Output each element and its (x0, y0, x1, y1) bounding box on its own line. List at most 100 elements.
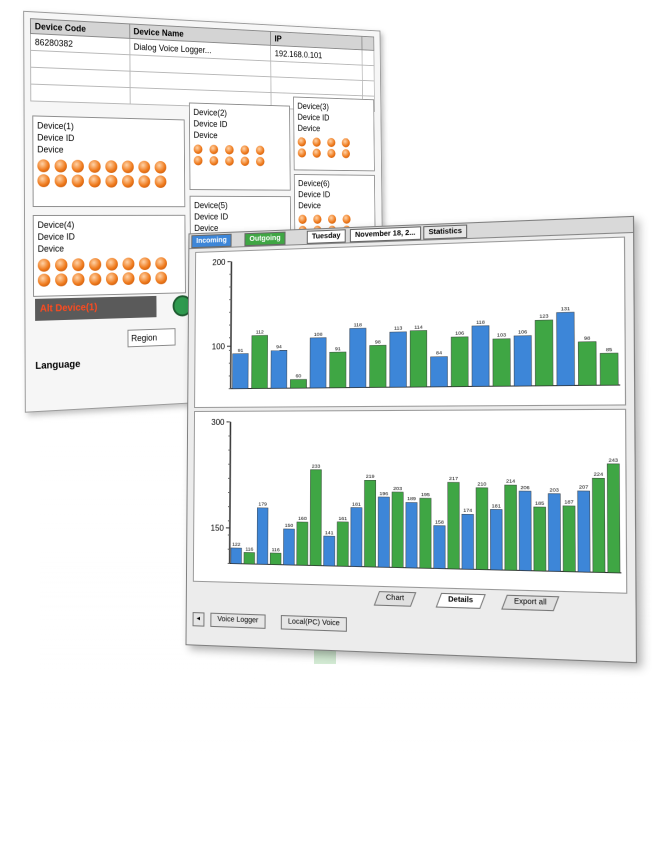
bar[interactable] (563, 506, 575, 572)
bar-value-label: 224 (594, 472, 604, 479)
channel-led-icon (138, 161, 150, 174)
bar[interactable] (434, 526, 446, 569)
bar[interactable] (330, 352, 346, 388)
region-select[interactable]: Region (127, 328, 175, 347)
bar-value-label: 94 (276, 344, 282, 350)
channel-led-icon (327, 149, 335, 158)
bar[interactable] (490, 509, 502, 570)
channel-led-icon (72, 258, 84, 271)
status-tab-local-voice[interactable]: Local(PC) Voice (281, 615, 347, 632)
channel-led-icon (139, 272, 151, 285)
tab-date[interactable]: November 18, 2... (350, 226, 421, 242)
col-extra[interactable] (362, 36, 374, 50)
bar[interactable] (535, 320, 553, 386)
table-cell (362, 80, 374, 96)
bar[interactable] (350, 328, 367, 387)
bar-value-label: 207 (579, 484, 589, 491)
scroll-left-button[interactable]: ◂ (193, 612, 204, 627)
channel-led-icon (342, 149, 350, 158)
bar[interactable] (534, 507, 546, 571)
channel-led-icon (328, 215, 336, 224)
bar[interactable] (410, 330, 427, 387)
channel-led-icon (240, 145, 249, 155)
tab-incoming[interactable]: Incoming (191, 234, 231, 248)
bar-value-label: 60 (296, 373, 302, 379)
bar[interactable] (351, 508, 362, 567)
bar[interactable] (390, 332, 407, 387)
device-label: Device (37, 143, 180, 157)
device-box-4[interactable]: Device(4) Device ID Device (33, 215, 186, 297)
device-box-3[interactable]: Device(3) Device ID Device (293, 97, 375, 172)
bar[interactable] (578, 342, 596, 386)
channel-led-icon (313, 149, 321, 158)
channel-led-icon (194, 156, 203, 166)
bar[interactable] (283, 529, 294, 565)
device-box-2[interactable]: Device(2) Device ID Device (189, 102, 291, 190)
bar[interactable] (324, 536, 335, 566)
channel-led-icon (105, 175, 117, 188)
bar[interactable] (462, 514, 474, 569)
bar[interactable] (448, 482, 460, 569)
bar-value-label: 122 (232, 542, 241, 548)
bar[interactable] (270, 553, 281, 565)
bar[interactable] (548, 494, 560, 572)
bar[interactable] (505, 485, 517, 570)
bar[interactable] (607, 464, 620, 573)
bar[interactable] (310, 338, 326, 388)
tab-chart[interactable]: Chart (374, 591, 417, 607)
bar[interactable] (431, 357, 448, 387)
channel-led-icon (89, 175, 101, 188)
channel-led-icon (298, 137, 306, 146)
bar-value-label: 179 (258, 502, 267, 508)
bar[interactable] (297, 522, 308, 565)
channel-led-icon (106, 258, 118, 271)
bar[interactable] (514, 336, 532, 386)
bar[interactable] (592, 478, 605, 572)
bar[interactable] (364, 480, 375, 567)
bar[interactable] (271, 350, 287, 388)
bar[interactable] (406, 502, 417, 568)
bar[interactable] (370, 345, 387, 387)
channel-led-icon (122, 175, 134, 188)
tab-day[interactable]: Tuesday (307, 229, 346, 244)
bar-value-label: 185 (535, 500, 545, 507)
bar[interactable] (420, 498, 431, 568)
bar-value-label: 85 (606, 347, 613, 354)
bar[interactable] (519, 491, 531, 571)
status-tab-voice-logger[interactable]: Voice Logger (210, 613, 265, 629)
device-box-1[interactable]: Device(1) Device ID Device (32, 115, 185, 207)
tab-details[interactable]: Details (436, 593, 486, 609)
bar-value-label: 103 (497, 332, 506, 339)
bar[interactable] (392, 492, 403, 568)
bar[interactable] (472, 326, 489, 387)
channel-led-icon (89, 273, 101, 286)
bar[interactable] (310, 470, 321, 566)
bar-value-label: 118 (476, 319, 485, 326)
bar[interactable] (337, 522, 348, 566)
channel-led-icon (155, 257, 167, 270)
bar[interactable] (451, 337, 468, 387)
tab-statistics[interactable]: Statistics (423, 224, 467, 239)
channel-led-icon (343, 215, 351, 224)
channel-led-icon (123, 272, 135, 285)
bar-value-label: 108 (314, 332, 323, 338)
tab-outgoing[interactable]: Outgoing (244, 232, 285, 247)
bar[interactable] (476, 488, 488, 570)
bar[interactable] (493, 339, 510, 387)
bar-value-label: 114 (414, 324, 423, 330)
tab-export-all[interactable]: Export all (501, 595, 559, 611)
bar[interactable] (378, 497, 389, 567)
bar[interactable] (231, 548, 242, 564)
bar-value-label: 91 (335, 346, 341, 352)
bar[interactable] (578, 491, 591, 572)
bar[interactable] (244, 552, 255, 564)
device-label: Device (298, 122, 371, 135)
bar[interactable] (257, 508, 268, 565)
bar[interactable] (232, 354, 248, 389)
bar-value-label: 116 (245, 546, 253, 552)
bar[interactable] (252, 335, 268, 388)
bar[interactable] (600, 353, 618, 385)
bar[interactable] (557, 312, 575, 385)
bar[interactable] (290, 379, 306, 388)
alert-bar: Alt Device(1) (35, 296, 156, 321)
